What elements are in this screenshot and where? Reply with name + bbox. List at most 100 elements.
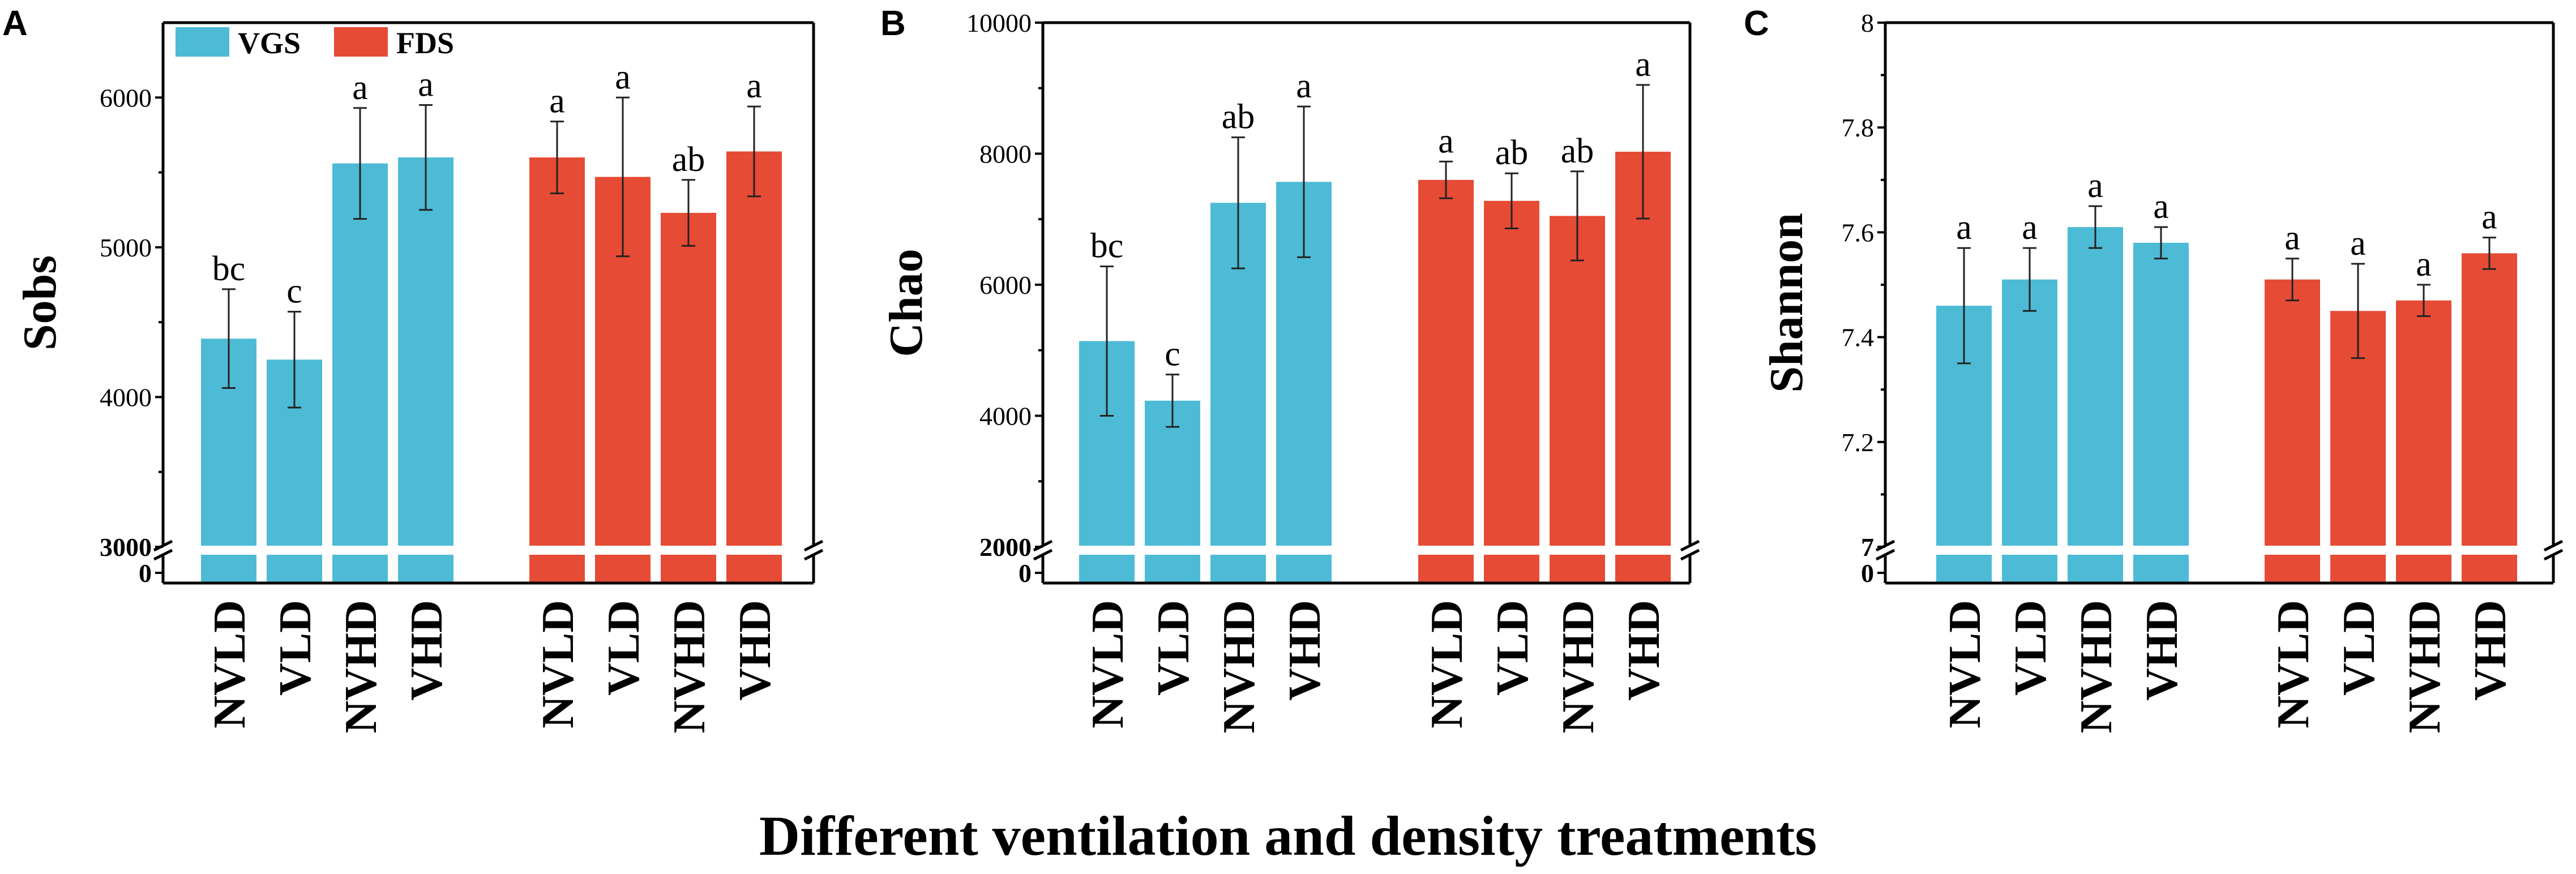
x-tick-label: NVHD xyxy=(1214,600,1264,734)
significance-letter: ab xyxy=(1222,98,1255,136)
significance-letter: a xyxy=(615,58,631,96)
significance-letter: a xyxy=(549,82,565,121)
axis-break-band xyxy=(165,546,812,555)
legend-swatch-VGS xyxy=(176,27,229,57)
x-tick-label: VHD xyxy=(1619,600,1669,701)
y-tick-label: 6000 xyxy=(100,83,152,112)
significance-letter: a xyxy=(418,66,434,104)
break-mark-right-bottom xyxy=(2543,549,2564,561)
x-tick-label: NVLD xyxy=(533,600,583,729)
x-tick-label: NVHD xyxy=(665,600,714,734)
bar-FDS-NVHD xyxy=(1550,216,1605,583)
significance-letter: a xyxy=(2153,187,2169,226)
bar-VGS-NVHD xyxy=(2068,227,2123,583)
break-mark-right-top xyxy=(1680,539,1700,552)
x-tick-label: NVHD xyxy=(2072,600,2121,734)
legend-label-VGS: VGS xyxy=(238,26,301,60)
break-mark-right-bottom xyxy=(803,549,824,561)
significance-letter: a xyxy=(2481,198,2497,237)
y-tick-label-zero: 0 xyxy=(139,559,152,588)
bar-VGS-NVHD xyxy=(332,163,388,583)
significance-letter: a xyxy=(2284,219,2300,258)
panels-layer: A Sobs bc NVLD c VLD a NVHD a VHD a NVLD a VLD ab NVHD a… xyxy=(2,4,2564,734)
y-tick-label: 10000 xyxy=(966,8,1032,37)
x-tick-label: VLD xyxy=(1149,600,1199,696)
bar-FDS-VLD xyxy=(1484,200,1539,584)
significance-letter: a xyxy=(2350,224,2366,263)
legend-swatch-FDS xyxy=(334,27,388,57)
bar-FDS-NVHD xyxy=(2396,300,2451,583)
y-tick-label: 4000 xyxy=(100,383,152,412)
break-mark-right-top xyxy=(2543,539,2564,552)
y-tick-label: 7.2 xyxy=(1842,428,1875,457)
y-tick-label: 7 xyxy=(1861,533,1874,562)
significance-letter: a xyxy=(1956,208,1972,247)
panel-letter-B: B xyxy=(880,4,906,43)
break-mark-left-bottom xyxy=(1033,549,1053,561)
bar-VGS-VLD xyxy=(1145,400,1200,583)
x-tick-label: VLD xyxy=(271,600,320,696)
significance-letter: ab xyxy=(1561,132,1594,170)
break-mark-right-top xyxy=(803,539,824,552)
x-tick-label: VHD xyxy=(2137,600,2187,701)
bar-VGS-VLD xyxy=(2002,279,2057,583)
significance-letter: a xyxy=(1296,67,1312,105)
axis-break-band xyxy=(1887,546,2552,555)
y-tick-label: 7.4 xyxy=(1842,323,1875,352)
panel-letter-A: A xyxy=(2,4,28,43)
axis-break-band xyxy=(1045,546,1688,555)
break-mark-left-bottom xyxy=(1875,549,1895,561)
legend-label-FDS: FDS xyxy=(396,26,454,60)
significance-letter: ab xyxy=(672,140,705,179)
x-tick-label: NVHD xyxy=(2400,600,2450,734)
x-tick-label: NVLD xyxy=(1940,600,1990,729)
significance-letter: bc xyxy=(212,250,246,288)
x-tick-label: NVLD xyxy=(1083,600,1133,729)
y-tick-label-zero: 0 xyxy=(1019,559,1032,588)
legend: VGS FDS xyxy=(176,26,454,60)
y-tick-label: 2000 xyxy=(979,533,1032,562)
significance-letter: c xyxy=(286,272,302,311)
y-tick-label: 7.8 xyxy=(1842,113,1875,142)
significance-letter: a xyxy=(1635,45,1651,84)
x-tick-label: VLD xyxy=(2334,600,2384,696)
chart-panel-B: B Chao bc NVLD c VLD ab NVHD a VHD a NVLD ab VLD ab NVH… xyxy=(880,4,1700,734)
bar-FDS-NVLD xyxy=(2265,279,2320,583)
significance-letter: a xyxy=(2022,208,2038,247)
significance-letter: bc xyxy=(1090,227,1124,265)
x-tick-label: VLD xyxy=(1488,600,1538,696)
significance-letter: c xyxy=(1165,335,1180,374)
y-tick-label: 5000 xyxy=(100,233,152,262)
x-tick-label: VHD xyxy=(2466,600,2515,701)
panel-letter-C: C xyxy=(1744,4,1769,43)
break-mark-right-bottom xyxy=(1680,549,1700,561)
bar-FDS-NVHD xyxy=(661,213,716,583)
bar-FDS-NVLD xyxy=(529,157,585,584)
y-axis-label: Sobs xyxy=(14,255,66,350)
y-axis-label: Chao xyxy=(880,249,932,357)
x-tick-label: VLD xyxy=(599,600,649,696)
y-tick-label: 8 xyxy=(1861,8,1874,37)
y-tick-label-zero: 0 xyxy=(1861,559,1874,588)
significance-letter: a xyxy=(1438,122,1454,160)
bar-VGS-VHD xyxy=(2133,242,2189,583)
x-tick-label: VHD xyxy=(402,600,452,701)
x-tick-label: VLD xyxy=(2006,600,2056,696)
bar-VGS-VHD xyxy=(398,157,453,584)
y-axis-label: Shannon xyxy=(1760,213,1813,393)
bar-FDS-NVLD xyxy=(1418,179,1474,583)
bar-FDS-VHD xyxy=(726,151,782,583)
x-tick-label: VHD xyxy=(1280,600,1330,701)
y-tick-label: 3000 xyxy=(100,533,152,562)
bar-FDS-VHD xyxy=(2462,253,2517,583)
significance-letter: a xyxy=(2416,245,2432,284)
significance-letter: a xyxy=(352,68,368,107)
bar-FDS-VHD xyxy=(1615,152,1671,584)
x-tick-label: NVHD xyxy=(336,600,386,734)
y-tick-label: 7.6 xyxy=(1842,218,1875,247)
y-tick-label: 6000 xyxy=(979,271,1032,299)
x-axis-title: Different ventilation and density treatm… xyxy=(759,804,1817,867)
x-tick-label: VHD xyxy=(730,600,780,701)
x-tick-label: NVLD xyxy=(2269,600,2318,729)
